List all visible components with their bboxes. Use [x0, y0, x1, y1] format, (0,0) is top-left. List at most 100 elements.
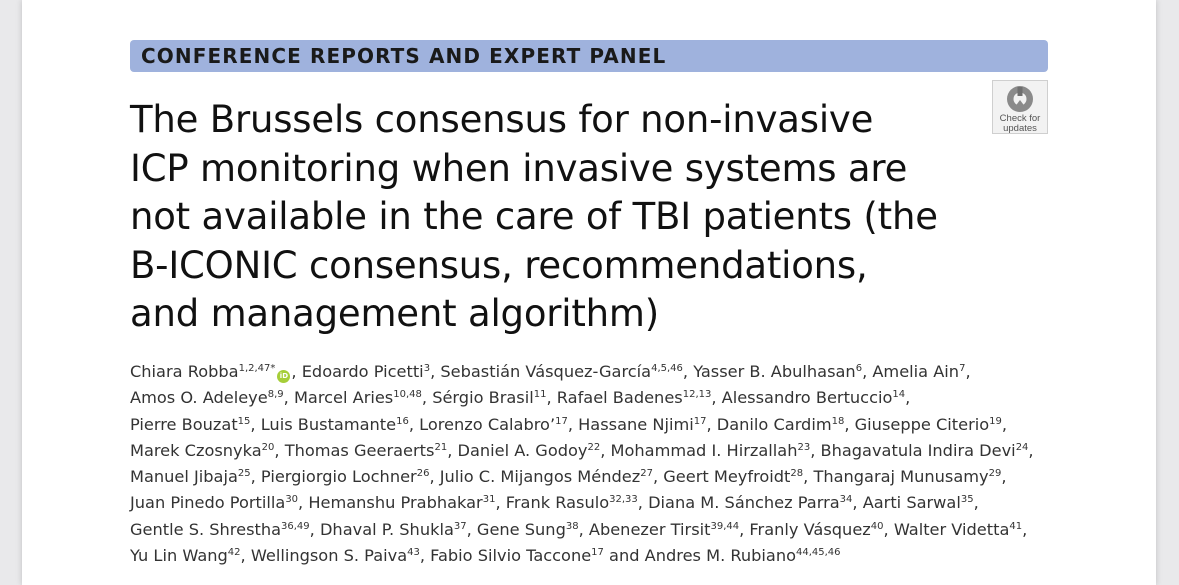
author-separator: , [883, 519, 894, 539]
title-line: B-ICONIC consensus, recommendations, [130, 243, 868, 287]
author-separator: , [466, 519, 477, 539]
author-name[interactable]: Franly Vásquez [749, 519, 871, 539]
author-affiliation: 7 [959, 363, 966, 374]
author-affiliation: 12,13 [682, 389, 712, 401]
paper-title: The Brussels consensus for non-invasive … [130, 96, 990, 339]
author-affiliation: 31 [482, 494, 496, 506]
author-line: Gentle S. Shrestha36,49, Dhaval P. Shukl… [130, 517, 1060, 543]
author-affiliation: 21 [434, 441, 448, 453]
section-banner-label: CONFERENCE REPORTS AND EXPERT PANEL [141, 44, 667, 68]
author-separator: , [706, 414, 717, 434]
author-name[interactable]: Edoardo Picetti [301, 362, 424, 381]
author-affiliation: 29 [988, 468, 1002, 480]
author-name[interactable]: Walter Videtta [893, 519, 1010, 539]
author-affiliation: 28 [790, 468, 804, 480]
author-name[interactable]: Yu Lin Wang [130, 546, 228, 566]
author-affiliation: 19 [989, 415, 1002, 427]
author-affiliation: 1,2,47* [238, 363, 276, 374]
author-name[interactable]: Pierre Bouzat [130, 414, 238, 434]
author-name[interactable]: Mohammad I. Hirzallah [610, 440, 798, 460]
author-name[interactable]: Aarti Sarwal [862, 493, 961, 513]
author-affiliation: 27 [640, 468, 653, 480]
author-name[interactable]: Danilo Cardim [716, 414, 832, 434]
author-affiliation: 35 [960, 494, 974, 506]
author-name[interactable]: Lorenzo Calabro’ [419, 414, 556, 434]
author-name[interactable]: Alessandro Bertuccio [721, 388, 893, 408]
author-name[interactable]: Chiara Robba [130, 362, 239, 381]
title-line: The Brussels consensus for non-invasive [130, 98, 874, 141]
author-separator: , [495, 493, 506, 513]
author-name[interactable]: Thangaraj Munusamy [813, 467, 989, 487]
author-name[interactable]: Amos O. Adeleye [130, 388, 268, 408]
check-updates-icon [1007, 86, 1033, 112]
author-name[interactable]: Luis Bustamante [260, 414, 397, 434]
author-name[interactable]: Yasser B. Abulhasan [693, 362, 856, 381]
author-name[interactable]: Sérgio Brasil [432, 388, 534, 408]
author-name[interactable]: Gentle S. Shrestha [130, 519, 282, 539]
author-separator: , [274, 440, 285, 460]
author-affiliation: 14 [892, 389, 906, 401]
author-affiliation: 44,45,46 [796, 547, 841, 559]
author-separator: , [240, 546, 251, 566]
author-name[interactable]: Abenezer Tirsit [588, 519, 711, 539]
author-affiliation: 15 [237, 415, 251, 427]
orcid-icon[interactable]: iD [277, 370, 291, 383]
author-separator: , [578, 519, 589, 539]
author-separator: , [810, 440, 821, 460]
author-name[interactable]: Piergiorgio Lochner [260, 467, 417, 487]
author-separator: , [905, 388, 911, 408]
author-affiliation: 24 [1015, 441, 1029, 453]
author-affiliation: 41 [1009, 520, 1023, 532]
author-name[interactable]: Julio C. Mijangos Méndez [439, 467, 641, 487]
author-name[interactable]: Daniel A. Godoy [457, 440, 588, 460]
author-name[interactable]: Hassane Njimi [578, 414, 694, 434]
author-name[interactable]: Juan Pinedo Portilla [130, 493, 286, 513]
author-separator: , [567, 414, 579, 434]
author-separator: , [739, 519, 750, 539]
author-separator: and [603, 546, 645, 566]
author-name[interactable]: Dhaval P. Shukla [319, 519, 454, 539]
author-line: Yu Lin Wang42, Wellingson S. Paiva43, Fa… [130, 543, 1060, 569]
author-name[interactable]: Fabio Silvio Taccone [430, 546, 592, 566]
author-name[interactable]: Giuseppe Citerio [854, 414, 990, 434]
author-name[interactable]: Frank Rasulo [505, 493, 610, 513]
author-name[interactable]: Rafael Badenes [556, 388, 683, 408]
check-updates-line1: Check for [999, 113, 1041, 124]
author-name[interactable]: Geert Meyfroidt [663, 467, 791, 487]
author-name[interactable]: Manuel Jibaja [130, 467, 238, 487]
author-affiliation: 37 [453, 520, 467, 532]
author-name[interactable]: Gene Sung [476, 519, 566, 539]
author-name[interactable]: Sebastián Vásquez-García [440, 362, 652, 381]
author-affiliation: 42 [227, 547, 241, 559]
author-name[interactable]: Bhagavatula Indira Devi [820, 440, 1016, 460]
author-affiliation: 10,48 [393, 389, 422, 401]
check-updates-line2: updates [1003, 123, 1037, 134]
author-line: Chiara Robba1,2,47*iD, Edoardo Picetti3,… [130, 359, 1060, 385]
title-line: not available in the care of TBI patient… [130, 195, 938, 238]
author-name[interactable]: Hemanshu Prabhakar [308, 493, 483, 513]
author-name[interactable]: Marek Czosnyka [130, 440, 262, 460]
author-affiliation: 36,49 [281, 520, 310, 532]
author-name[interactable]: Thomas Geeraerts [284, 440, 435, 460]
author-separator: , [546, 388, 557, 408]
author-name[interactable]: Marcel Aries [293, 388, 394, 408]
author-affiliation: 6 [855, 363, 863, 374]
author-line: Marek Czosnyka20, Thomas Geeraerts21, Da… [130, 438, 1060, 464]
author-name[interactable]: Wellingson S. Paiva [250, 546, 408, 566]
author-separator: , [803, 467, 814, 487]
author-name[interactable]: Amelia Ain [872, 362, 960, 381]
author-separator: , [421, 388, 433, 408]
author-name[interactable]: Andres M. Rubiano [644, 546, 796, 566]
author-affiliation: 11 [533, 389, 547, 401]
author-separator: , [430, 362, 441, 381]
author-separator: , [283, 388, 294, 408]
author-separator: , [711, 388, 722, 408]
author-separator: , [408, 414, 420, 434]
author-affiliation: 8,9 [267, 389, 284, 401]
author-affiliation: 4,5,46 [651, 363, 683, 374]
author-separator: , [682, 362, 694, 381]
author-separator: , [844, 414, 855, 434]
check-for-updates-button[interactable]: Check for updates [992, 80, 1048, 134]
title-line: and management algorithm) [130, 292, 659, 335]
author-name[interactable]: Diana M. Sánchez Parra [648, 493, 840, 513]
